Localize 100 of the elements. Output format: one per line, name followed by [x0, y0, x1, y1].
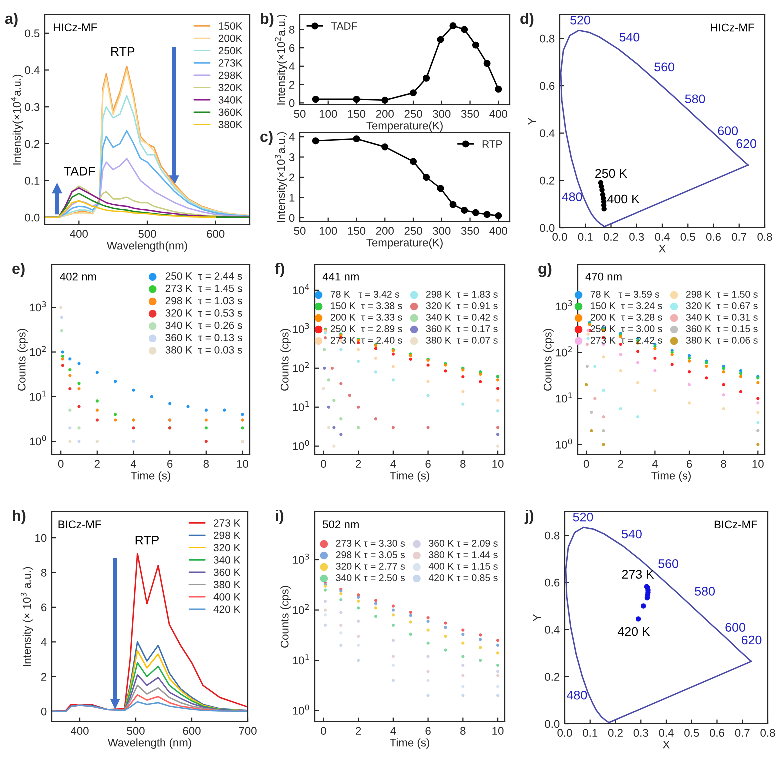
x-tick-label: 0.4	[655, 233, 670, 242]
legend-label: 78 K τ = 3.42 s	[330, 291, 400, 298]
legend-label: 420 K τ = 0.85 s	[428, 574, 498, 582]
x-tick-label: 50	[294, 110, 306, 118]
legend-label: 340 K	[214, 556, 241, 564]
annotation: 520	[573, 512, 594, 522]
y-tick-label: 2	[42, 673, 47, 681]
legend-label: 380 K τ = 0.07 s	[426, 337, 498, 344]
x-tick-label: 600	[207, 230, 225, 238]
legend-label: 150K	[219, 22, 243, 30]
y-tick-label: 0.3	[25, 103, 40, 112]
chart-title: f)	[275, 263, 284, 278]
legend-label: 250 K τ = 2.89 s	[330, 326, 402, 332]
x-tick-label: 0.3	[634, 729, 648, 738]
y-tick-label: 10$^{1}$	[293, 401, 310, 412]
y-tick-label: 2	[290, 174, 295, 182]
y-tick-label: 8	[289, 26, 295, 34]
legend-label: 298 K τ = 1.50 s	[686, 291, 758, 298]
x-axis-title: Time (s)	[131, 472, 170, 482]
x-tick-label: 6	[168, 460, 173, 468]
x-tick-label: 10	[752, 460, 764, 468]
annotation: 480	[562, 192, 582, 202]
x-tick-label: 500	[138, 230, 156, 238]
x-axis-title: Wavelength (nm)	[108, 738, 192, 749]
x-tick-label: 250	[404, 227, 422, 236]
annotation: 400 K	[608, 194, 640, 204]
y-tick-label: 0.0	[545, 720, 560, 728]
y-axis-title: Intensity(×10$^{4}$a.u.)	[10, 74, 24, 165]
y-tick-label: 10$^{2}$	[556, 346, 572, 357]
x-tick-label: 6	[426, 460, 431, 468]
y-tick-label: 0.6	[545, 578, 560, 587]
legend-label: 298 K τ = 1.83 s	[426, 291, 498, 298]
x-tick-label: 250	[404, 110, 422, 118]
legend-label: 150 K τ = 3.24 s	[591, 302, 662, 310]
legend-label: 400 K	[214, 593, 241, 601]
legend-label: 360 K τ = 2.09 s	[429, 540, 498, 547]
legend-label: 200 K τ = 3.28 s	[590, 314, 662, 321]
legend-label: 273 K τ = 2.40 s	[330, 337, 402, 344]
y-tick-label: 4	[41, 638, 47, 646]
y-tick-label: 10$^{3}$	[293, 554, 310, 564]
x-axis-title: Wavelength(nm)	[107, 242, 188, 252]
x-tick-label: 0.7	[732, 233, 747, 242]
y-tick-label: 0	[289, 99, 295, 108]
x-tick-label: 150	[348, 110, 366, 118]
y-tick-label: 6	[290, 44, 295, 52]
legend-label: 320 K τ = 0.67 s	[686, 302, 758, 310]
y-tick-label: 10$^{0}$	[293, 440, 310, 450]
y-axis-title: Intensity (× 10$^{3}$ a.u.)	[20, 567, 34, 666]
y-tick-label: 10$^{2}$	[293, 362, 309, 372]
x-axis-title: X	[663, 741, 670, 749]
annotation: 502 nm	[323, 520, 359, 529]
legend-label: 380 K τ = 0.03 s	[166, 346, 242, 354]
y-tick-label: 10	[36, 534, 47, 542]
x-tick-label: 8	[204, 460, 210, 468]
y-tick-label: 10$^{0}$	[556, 438, 572, 449]
y-tick-label: 0.8	[545, 532, 560, 540]
x-tick-label: 10	[237, 460, 248, 468]
legend-label: 320 K τ = 2.77 s	[336, 563, 406, 570]
chart-title: b)	[261, 13, 274, 28]
x-tick-label: 2	[356, 727, 362, 735]
y-tick-label: 10$^{3}$	[556, 300, 572, 311]
legend-label: 273 K	[214, 520, 241, 527]
x-tick-label: 8	[460, 727, 466, 736]
y-tick-label: 0.8	[540, 34, 555, 43]
y-axis-title: Counts (cps)	[544, 329, 554, 391]
x-tick-label: 10	[492, 460, 504, 468]
x-tick-label: 4	[390, 727, 396, 735]
x-tick-label: 0	[321, 460, 326, 468]
legend-label: 360 K τ = 0.15 s	[686, 326, 758, 332]
x-tick-label: 200	[376, 110, 394, 118]
annotation: 441 nm	[322, 273, 359, 281]
legend-label: 320 K τ = 0.53 s	[166, 310, 242, 317]
chart-title: c)	[260, 131, 273, 146]
y-tick-label: 3	[289, 154, 295, 162]
y-axis-title: Y	[533, 614, 541, 622]
y-tick-label: 0.6	[540, 82, 555, 90]
legend-label: 340 K τ = 0.42 s	[426, 314, 498, 321]
annotation: 620	[736, 139, 756, 148]
annotation: RTP	[136, 536, 159, 545]
y-tick-label: 0.5	[25, 30, 40, 38]
chart-title: i)	[276, 510, 284, 524]
x-tick-label: 0.3	[630, 233, 644, 242]
legend-label: 78 K τ = 3.59 s	[590, 291, 660, 298]
x-axis-title: Time (s)	[390, 472, 430, 482]
x-tick-label: 4	[130, 460, 137, 468]
annotation: 620	[742, 636, 762, 645]
y-axis-title: Counts (cps)	[18, 329, 28, 391]
legend-label: 298 K τ = 1.03 s	[166, 297, 242, 305]
y-axis-title: Intensity(×10$^{3}$a.u.)	[275, 132, 288, 222]
y-tick-label: 0.0	[25, 214, 40, 222]
y-tick-label: 1	[290, 194, 295, 202]
legend-label: 250 K τ = 2.44 s	[166, 272, 242, 280]
y-tick-label: 0	[289, 214, 295, 222]
y-tick-label: 0.4	[545, 626, 560, 634]
y-tick-label: 2	[290, 81, 295, 89]
legend-label: 298 K	[214, 532, 241, 540]
x-tick-label: 0.8	[758, 233, 772, 242]
chart-title: a)	[5, 13, 18, 28]
legend-label: 273K	[218, 60, 243, 67]
x-tick-label: 100	[320, 110, 338, 118]
